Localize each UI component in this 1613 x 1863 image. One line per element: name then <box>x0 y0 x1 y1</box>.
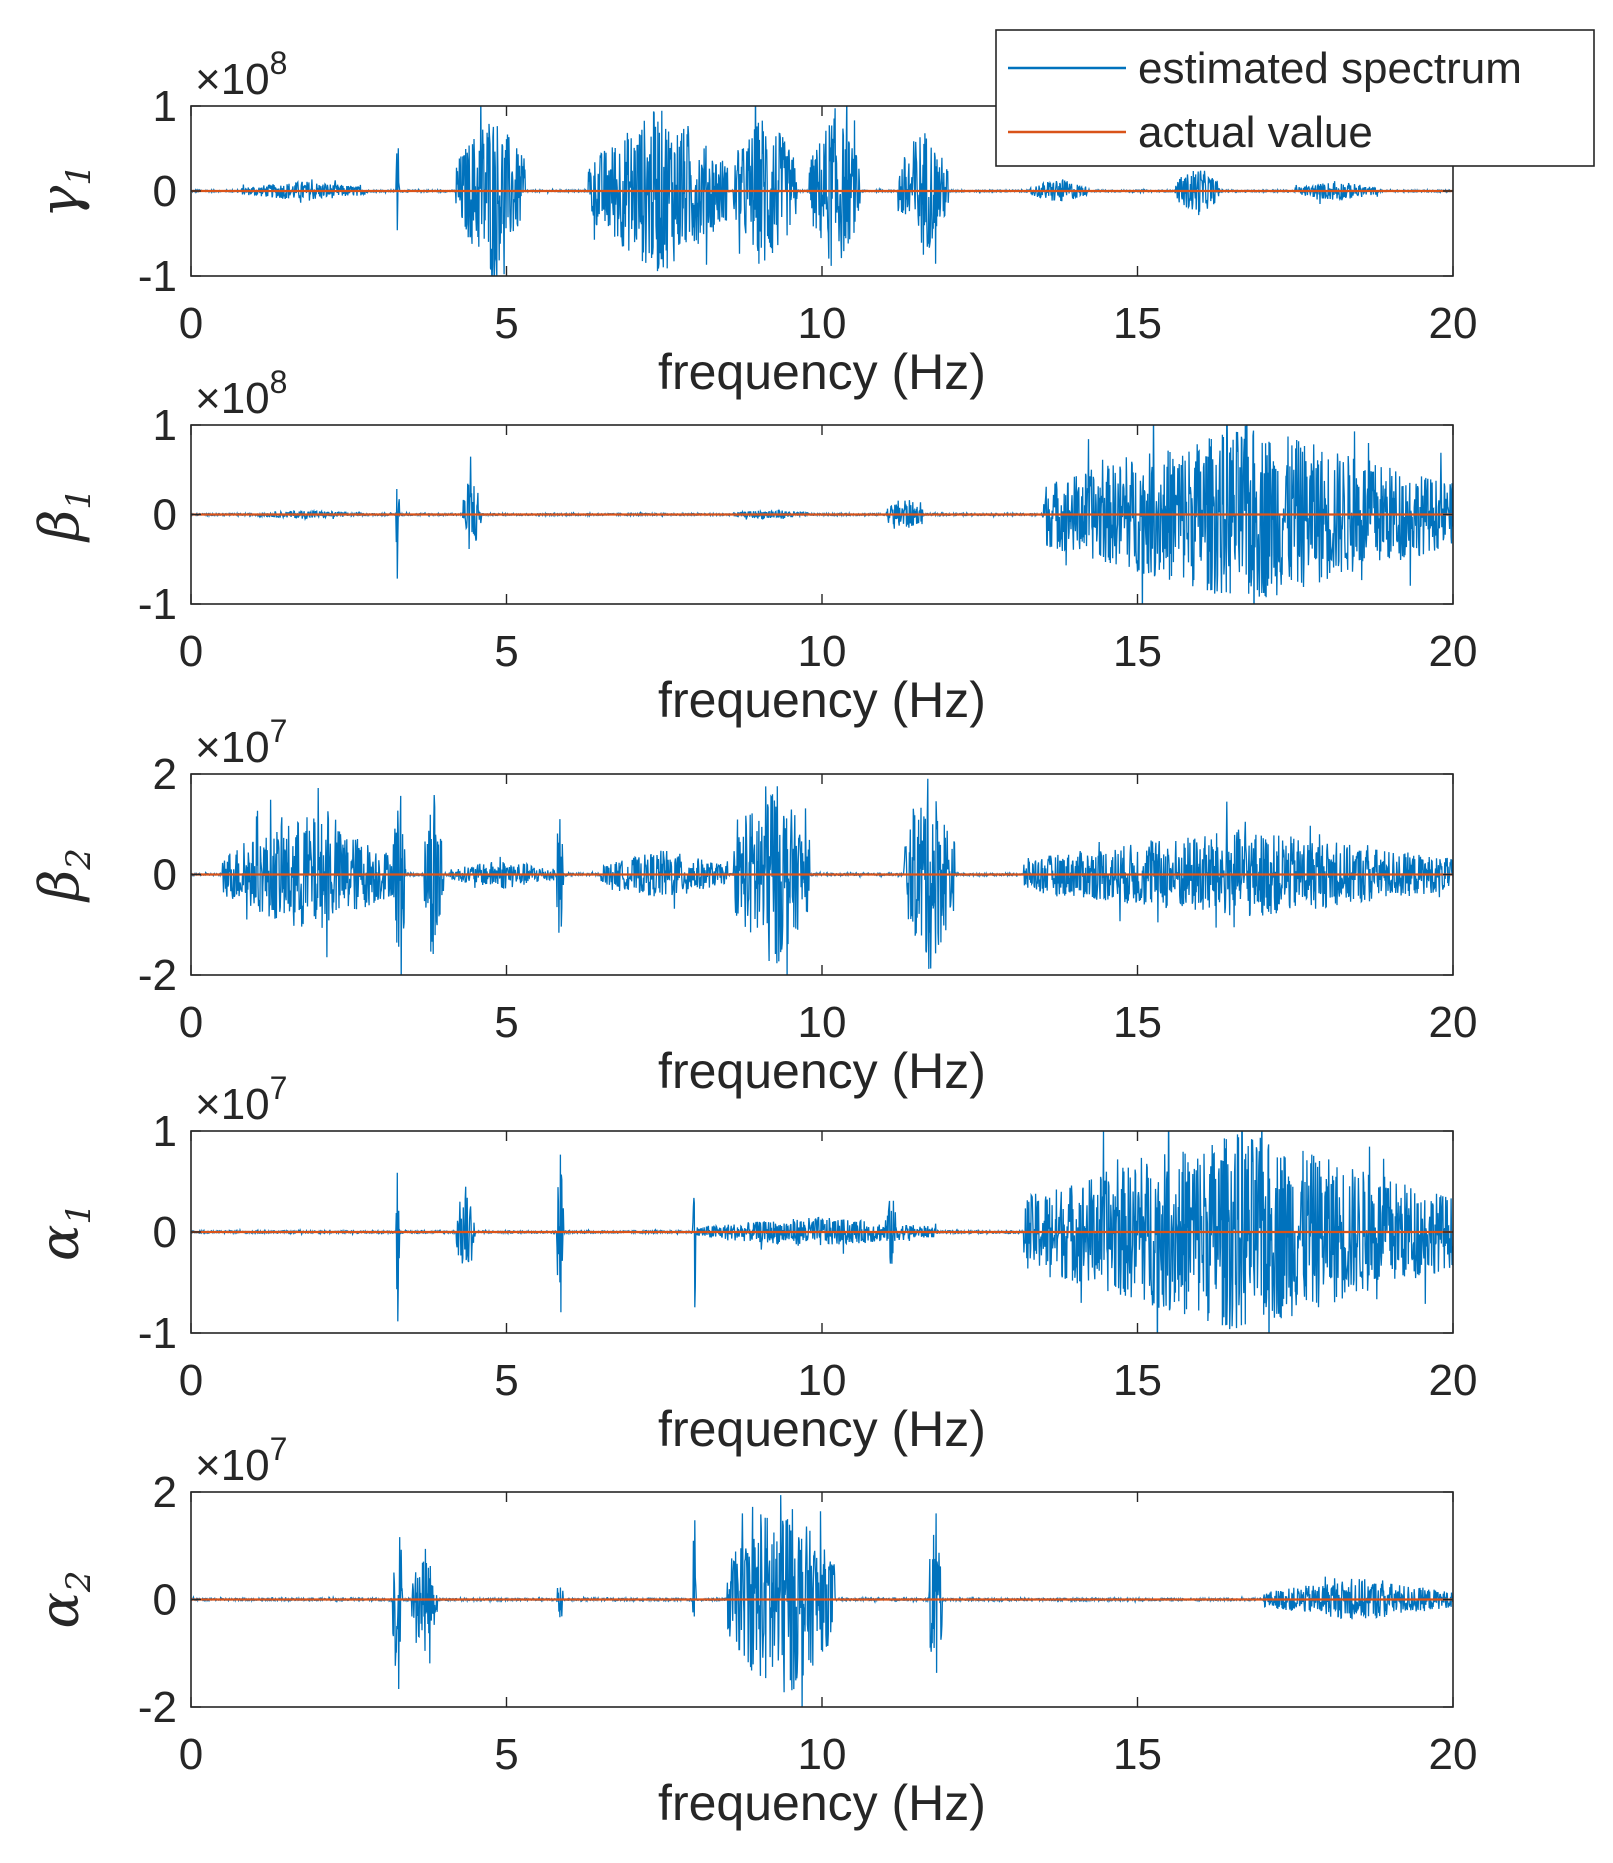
y-multiplier-base: ×10 <box>195 723 270 772</box>
y-axis-label-subscript: 2 <box>59 1570 99 1593</box>
y-tick-label: -2 <box>138 951 177 1000</box>
y-multiplier-base: ×10 <box>195 1441 270 1490</box>
y-tick-label: 2 <box>153 750 177 799</box>
x-tick-label: 10 <box>798 299 847 348</box>
y-axis-label-symbol: α <box>28 1592 91 1628</box>
x-tick-label: 5 <box>494 1730 518 1779</box>
legend-label: estimated spectrum <box>1138 44 1522 93</box>
y-axis-label-subscript: 1 <box>59 488 99 510</box>
y-tick-label: -1 <box>138 580 177 629</box>
x-tick-label: 10 <box>798 998 847 1047</box>
y-axis-label-subscript: 1 <box>59 164 99 186</box>
x-tick-label: 5 <box>494 1356 518 1405</box>
x-tick-label: 0 <box>179 299 203 348</box>
y-multiplier-label: ×107 <box>195 1070 287 1129</box>
y-axis-label-symbol: α <box>28 1225 91 1261</box>
y-axis-label-symbol: β <box>28 870 91 903</box>
y-multiplier-base: ×10 <box>195 55 270 104</box>
x-axis-label: frequency (Hz) <box>658 672 986 728</box>
y-multiplier-label: ×107 <box>195 1431 287 1490</box>
x-axis-label: frequency (Hz) <box>658 1401 986 1457</box>
x-tick-label: 15 <box>1113 998 1162 1047</box>
x-tick-label: 20 <box>1429 1730 1478 1779</box>
y-multiplier-base: ×10 <box>195 1080 270 1129</box>
x-tick-label: 0 <box>179 1356 203 1405</box>
x-tick-label: 15 <box>1113 627 1162 676</box>
y-multiplier-exponent: 8 <box>270 364 288 400</box>
x-tick-label: 0 <box>179 998 203 1047</box>
y-axis-label-symbol: β <box>28 510 91 543</box>
y-multiplier-exponent: 7 <box>270 713 288 749</box>
y-multiplier-label: ×108 <box>195 364 287 423</box>
y-axis-label: α1 <box>28 1203 99 1261</box>
y-multiplier-exponent: 7 <box>270 1431 288 1467</box>
y-axis-label: β2 <box>28 848 99 903</box>
y-axis-label: α2 <box>28 1570 99 1628</box>
x-axis-label: frequency (Hz) <box>658 1043 986 1099</box>
y-axis-label-subscript: 1 <box>59 1203 99 1225</box>
x-tick-label: 0 <box>179 1730 203 1779</box>
y-tick-label: 0 <box>153 1576 177 1625</box>
y-tick-label: 0 <box>153 167 177 216</box>
x-tick-label: 10 <box>798 1356 847 1405</box>
y-tick-label: 1 <box>153 401 177 450</box>
y-tick-label: -1 <box>138 1309 177 1358</box>
y-axis-label: γ1 <box>28 164 99 218</box>
y-axis-label-symbol: γ <box>28 185 91 218</box>
x-tick-label: 10 <box>798 627 847 676</box>
x-tick-label: 15 <box>1113 1356 1162 1405</box>
x-tick-label: 15 <box>1113 1730 1162 1779</box>
x-tick-label: 0 <box>179 627 203 676</box>
y-axis-label: β1 <box>28 488 99 543</box>
x-axis-label: frequency (Hz) <box>658 344 986 400</box>
y-axis-label-subscript: 2 <box>59 848 99 871</box>
y-tick-label: -1 <box>138 252 177 301</box>
estimated-spectrum-line <box>191 1495 1453 1707</box>
y-tick-label: -2 <box>138 1683 177 1732</box>
y-tick-label: 0 <box>153 1208 177 1257</box>
x-tick-label: 5 <box>494 299 518 348</box>
x-tick-label: 15 <box>1113 299 1162 348</box>
y-multiplier-base: ×10 <box>195 374 270 423</box>
y-multiplier-label: ×107 <box>195 713 287 772</box>
y-multiplier-exponent: 8 <box>270 45 288 81</box>
y-tick-label: 2 <box>153 1468 177 1517</box>
x-tick-label: 20 <box>1429 998 1478 1047</box>
x-tick-label: 5 <box>494 998 518 1047</box>
x-tick-label: 10 <box>798 1730 847 1779</box>
x-tick-label: 20 <box>1429 1356 1478 1405</box>
y-tick-label: 1 <box>153 82 177 131</box>
y-tick-label: 0 <box>153 851 177 900</box>
legend: estimated spectrum actual value <box>995 29 1595 167</box>
x-axis-label: frequency (Hz) <box>658 1775 986 1831</box>
y-multiplier-label: ×108 <box>195 45 287 104</box>
x-tick-label: 5 <box>494 627 518 676</box>
legend-label: actual value <box>1138 108 1373 157</box>
x-tick-label: 20 <box>1429 299 1478 348</box>
x-tick-label: 20 <box>1429 627 1478 676</box>
y-tick-label: 0 <box>153 491 177 540</box>
estimated-spectrum-line <box>191 778 1453 975</box>
y-tick-label: 1 <box>153 1107 177 1156</box>
legend-box <box>995 29 1595 167</box>
y-multiplier-exponent: 7 <box>270 1070 288 1106</box>
